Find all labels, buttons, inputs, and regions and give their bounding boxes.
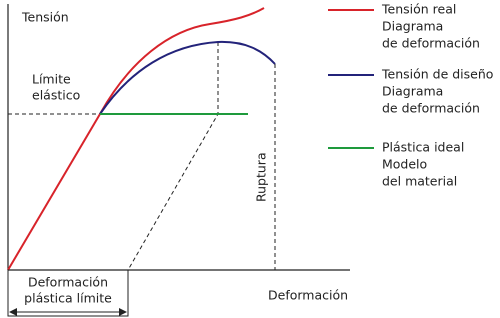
annotation: Deformación (28, 275, 108, 290)
legend-text: del material (382, 174, 457, 189)
legend: Tensión real Diagrama de deformación Tensió… (381, 2, 493, 189)
unload-line (127, 42, 219, 271)
annotation: Límite (32, 72, 71, 87)
plastic-box (7, 269, 129, 317)
legend-text: Tensión de diseño (381, 67, 493, 82)
legend-text: Diagrama (382, 19, 443, 34)
design-stress-curve (99, 40, 276, 115)
annotation: elástico (32, 88, 80, 103)
legend-text: Plástica ideal (382, 140, 464, 155)
legend-text: de deformación (382, 36, 480, 51)
real-stress-curve (99, 7, 265, 115)
linear-segment (7, 113, 101, 271)
y-axis-label: Tensión (21, 10, 69, 25)
legend-text: Tensión real (381, 2, 456, 17)
annotation: Ruptura (254, 152, 269, 202)
legend-text: Modelo (382, 157, 427, 172)
x-axis-label: Deformación (268, 288, 348, 303)
annotation: plástica límite (24, 291, 112, 306)
legend-text: de deformación (382, 101, 480, 116)
legend-text: Diagrama (382, 84, 443, 99)
